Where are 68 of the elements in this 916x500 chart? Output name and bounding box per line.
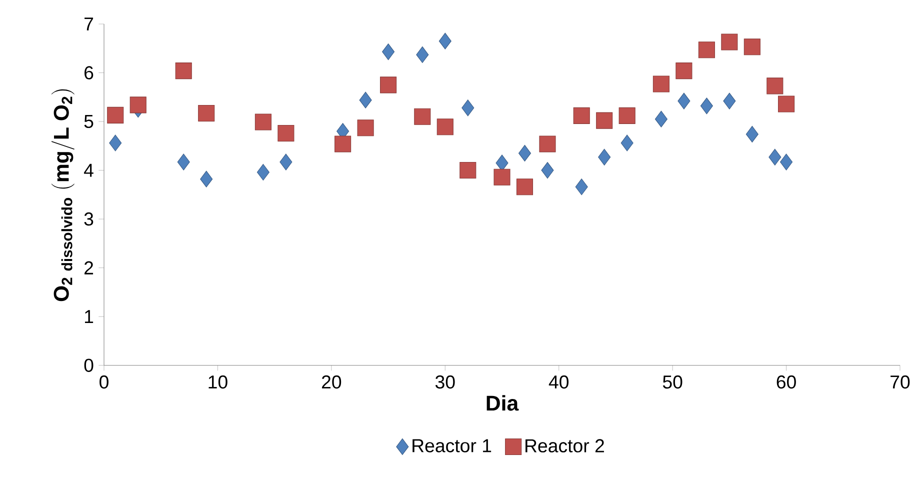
point <box>334 136 352 152</box>
point <box>436 118 454 136</box>
y-tick-label: 0 <box>84 358 94 372</box>
point <box>460 162 476 179</box>
y-tick-label: 3 <box>84 212 94 226</box>
point <box>382 44 395 60</box>
point <box>620 134 634 152</box>
point <box>744 38 760 56</box>
x-tick-label: 0 <box>100 375 108 389</box>
point <box>539 136 556 152</box>
point <box>721 34 738 50</box>
point <box>416 46 429 63</box>
point <box>462 100 474 116</box>
point <box>698 42 715 58</box>
legend-label: Reactor 2 <box>526 439 604 452</box>
point <box>541 162 554 179</box>
point <box>175 62 192 80</box>
y-tick-label: 2 <box>84 261 94 274</box>
x-tick-label: 60 <box>776 375 796 389</box>
y-axis-title: $\mathbf{O_{2\ dissolvido}\ (mg/L\ O_{2})}$ <box>51 89 74 302</box>
point <box>573 107 590 124</box>
point <box>768 148 782 166</box>
point <box>618 107 636 124</box>
point <box>200 170 213 188</box>
point <box>598 148 611 166</box>
point <box>380 76 397 94</box>
y-tick-label: 6 <box>84 66 94 80</box>
point <box>107 106 124 124</box>
x-tick-label: 70 <box>890 375 910 389</box>
point <box>198 104 215 122</box>
point <box>596 112 613 129</box>
point <box>700 98 713 114</box>
point <box>494 168 510 186</box>
legend-label: Reactor 1 <box>412 439 492 452</box>
point <box>723 92 736 110</box>
point <box>518 144 532 162</box>
point <box>676 62 692 80</box>
point <box>746 126 758 142</box>
point <box>496 154 508 172</box>
point <box>516 178 534 196</box>
point <box>278 124 294 142</box>
point <box>778 96 795 112</box>
point <box>575 178 588 196</box>
y-tick-label: 1 <box>85 310 94 323</box>
point <box>357 120 374 136</box>
point <box>256 164 270 181</box>
point <box>254 114 272 130</box>
point <box>109 134 122 152</box>
x-tick-label: 40 <box>548 375 569 389</box>
point <box>438 32 452 50</box>
x-tick-label: 30 <box>435 375 455 389</box>
point <box>652 76 670 92</box>
point <box>780 154 793 170</box>
y-tick-label: 5 <box>84 115 94 128</box>
point <box>359 92 372 108</box>
x-axis-title: Dia <box>486 395 519 411</box>
point <box>766 78 784 94</box>
point <box>654 110 668 128</box>
point <box>280 154 292 170</box>
y-tick-label: 7 <box>84 18 94 30</box>
x-tick-label: 50 <box>662 375 682 389</box>
point <box>678 92 690 110</box>
x-tick-label: 20 <box>322 375 342 389</box>
point <box>177 154 190 170</box>
point <box>130 96 146 114</box>
point <box>414 108 431 125</box>
x-tick-label: 10 <box>208 375 228 389</box>
y-tick-label: 4 <box>84 164 94 177</box>
